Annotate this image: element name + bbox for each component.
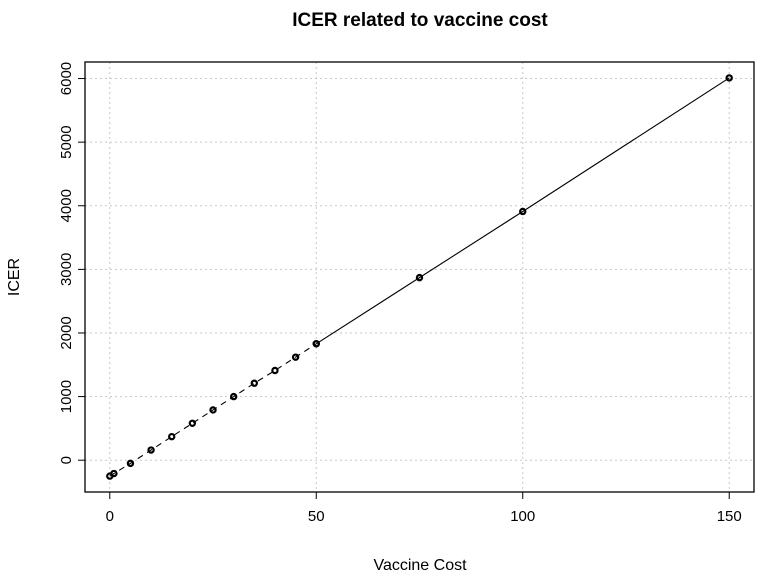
x-tick-label: 100: [510, 508, 535, 525]
chart-title: ICER related to vaccine cost: [292, 10, 548, 31]
series-1-line: [110, 344, 316, 476]
series-layer: [107, 75, 732, 478]
y-tick-label: 0: [58, 456, 75, 464]
y-tick-label: 6000: [58, 62, 75, 95]
y-tick-label: 4000: [58, 189, 75, 222]
x-tick-label: 0: [106, 508, 114, 525]
y-tick-label: 1000: [58, 380, 75, 413]
y-axis-label: ICER: [6, 258, 23, 296]
series-1-point: [169, 434, 174, 439]
y-tick-label: 5000: [58, 125, 75, 158]
x-tick-label: 150: [717, 508, 742, 525]
series-1-point: [190, 421, 195, 426]
y-axis: 0 1000 2000 3000 4000 5000 6000: [58, 62, 85, 465]
x-axis-label: Vaccine Cost: [373, 557, 467, 574]
x-tick-label: 50: [308, 508, 325, 525]
y-tick-label: 3000: [58, 253, 75, 286]
series-1-point: [272, 368, 277, 373]
x-axis: 0 50 100 150: [106, 492, 742, 525]
series-1-point: [252, 381, 257, 386]
y-tick-label: 2000: [58, 316, 75, 349]
